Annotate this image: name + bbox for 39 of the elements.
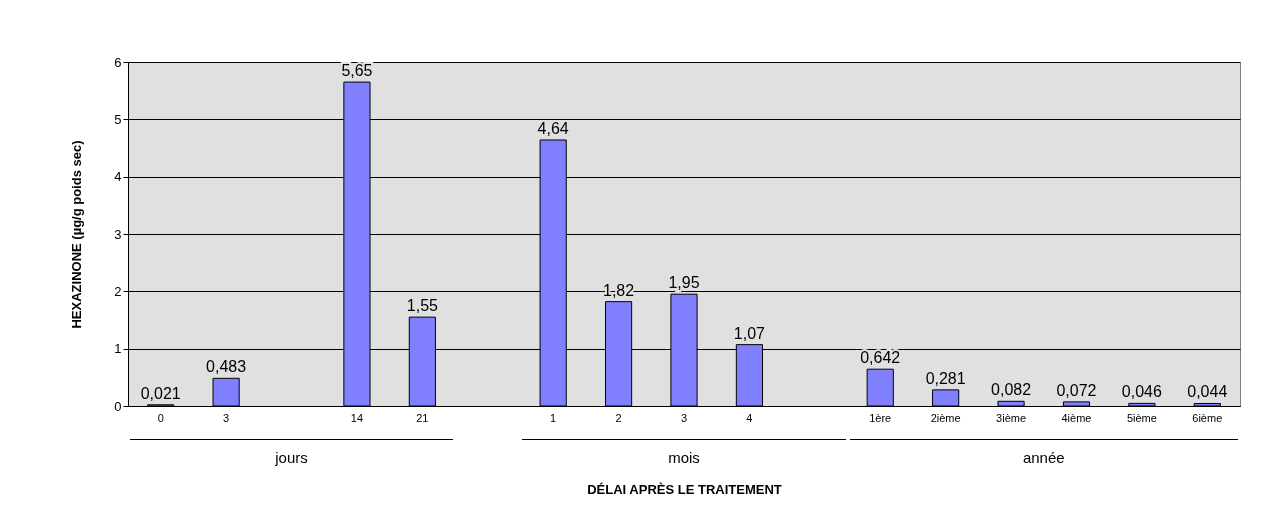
y-tick-label: 4 xyxy=(114,169,122,185)
data-label: 1,55 xyxy=(406,297,439,315)
data-label: 0,044 xyxy=(1187,383,1228,401)
data-label: 0,082 xyxy=(991,381,1032,399)
x-tick-label: 2ième xyxy=(930,411,961,424)
data-label: 1,95 xyxy=(668,274,700,292)
data-label: 0,281 xyxy=(925,369,966,387)
x-axis-title: DÉLAI APRÈS LE TRAITEMENT xyxy=(587,481,782,497)
x-tick-label: 3ième xyxy=(996,411,1027,424)
text: année xyxy=(1022,449,1065,466)
x-tick-label: 6ième xyxy=(1192,411,1223,424)
text: mois xyxy=(668,449,700,466)
y-tick-label: 1 xyxy=(114,341,122,357)
x-tick-label: 3 xyxy=(223,411,230,424)
data-label: 0,046 xyxy=(1121,383,1162,401)
y-tick-label: 5 xyxy=(114,111,122,127)
x-tick-label: 2 xyxy=(615,411,622,424)
y-tick-label: 2 xyxy=(114,283,122,299)
x-tick-label: 5ième xyxy=(1126,411,1157,424)
text: jours xyxy=(275,449,308,466)
x-tick-label: 0 xyxy=(157,411,164,424)
data-label: 1,07 xyxy=(733,324,766,342)
y-tick-label: 3 xyxy=(114,226,122,242)
x-tick-label: 1 xyxy=(550,411,557,424)
x-tick-label: 14 xyxy=(350,411,364,424)
y-axis-title: HEXAZINONE (µg/g poids sec) xyxy=(69,140,85,329)
y-tick-label: 6 xyxy=(114,54,122,70)
x-tick-label: 4ième xyxy=(1061,411,1092,424)
x-tick-label: 3 xyxy=(680,411,688,424)
data-label: 0,021 xyxy=(140,384,181,402)
data-label: 4,64 xyxy=(537,119,569,137)
x-tick-label: 4 xyxy=(746,411,753,424)
data-label: 0,483 xyxy=(206,358,247,376)
y-tick-label: 0 xyxy=(114,398,122,414)
data-label: 0,642 xyxy=(860,349,901,367)
data-label: 5,65 xyxy=(341,62,373,80)
x-tick-label: 21 xyxy=(416,411,429,424)
x-tick-label: 1ère xyxy=(869,411,892,424)
data-label: 0,072 xyxy=(1056,381,1097,399)
